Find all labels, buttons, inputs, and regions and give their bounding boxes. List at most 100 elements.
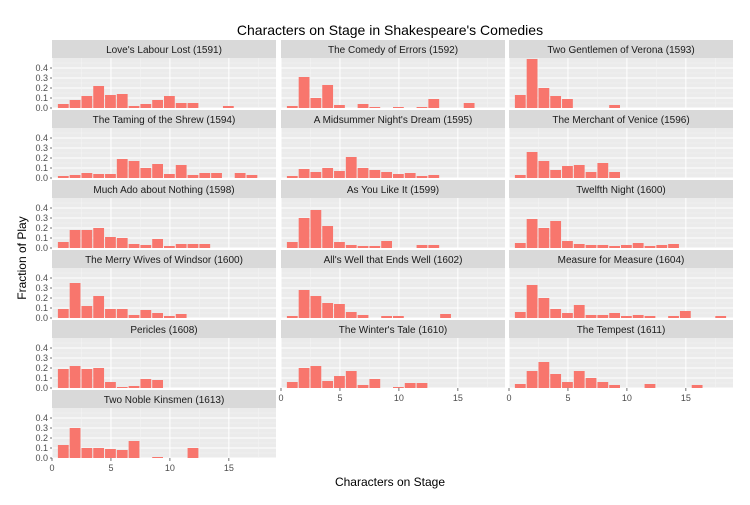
y-tick-label: 0.4 <box>35 413 48 423</box>
histogram-bar <box>597 163 609 178</box>
histogram-bar <box>298 368 310 388</box>
histogram-bar <box>222 106 234 108</box>
histogram-bar <box>298 77 310 108</box>
histogram-bar <box>369 379 381 388</box>
histogram-bar <box>334 376 345 388</box>
histogram-bar <box>585 315 597 318</box>
facet-panel: The Merry Wives of Windsor (1600)0.00.10… <box>35 250 276 323</box>
histogram-bar <box>526 371 538 388</box>
histogram-bar <box>644 316 656 318</box>
histogram-bar <box>609 313 620 318</box>
histogram-bar <box>116 387 128 388</box>
histogram-bar <box>621 245 632 248</box>
facet-strip-label: All's Well that Ends Well (1602) <box>324 255 463 266</box>
x-tick-label: 15 <box>224 463 234 473</box>
histogram-bar <box>116 238 128 248</box>
histogram-bar <box>152 100 163 108</box>
histogram-bar <box>644 246 656 248</box>
histogram-bar <box>357 385 369 388</box>
facet-strip-label: The Merchant of Venice (1596) <box>552 115 689 126</box>
y-tick-label: 0.2 <box>35 363 48 373</box>
facet-panel: As You Like It (1599) <box>280 180 505 249</box>
facet-panel: A Midsummer Night's Dream (1595) <box>280 110 505 179</box>
y-tick-label: 0.3 <box>35 143 48 153</box>
histogram-bar <box>345 371 357 388</box>
histogram-bar <box>550 374 562 388</box>
histogram-bar <box>116 159 128 178</box>
histogram-bar <box>322 381 334 388</box>
y-tick-label: 0.0 <box>35 173 48 183</box>
histogram-bar <box>514 312 526 318</box>
histogram-bar <box>428 245 440 248</box>
histogram-bar <box>310 172 322 178</box>
x-tick-label: 10 <box>394 393 404 403</box>
histogram-bar <box>175 165 187 178</box>
histogram-bar <box>679 311 691 318</box>
facet-panel: Two Gentlemen of Verona (1593) <box>508 40 733 109</box>
histogram-bar <box>310 366 322 388</box>
histogram-bar <box>526 152 538 178</box>
histogram-bar <box>550 96 562 108</box>
y-tick-label: 0.0 <box>35 103 48 113</box>
histogram-bar <box>57 445 69 458</box>
histogram-bar <box>573 244 585 248</box>
facet-strip-label: The Merry Wives of Windsor (1600) <box>85 255 243 266</box>
facet-strip <box>509 40 733 58</box>
y-tick-label: 0.2 <box>35 223 48 233</box>
x-axis-label: Characters on Stage <box>335 475 445 489</box>
histogram-bar <box>128 386 140 388</box>
histogram-bar <box>357 168 369 178</box>
histogram-bar <box>164 316 175 318</box>
facet-panel: Much Ado about Nothing (1598)0.00.10.20.… <box>35 180 276 253</box>
histogram-bar <box>369 107 381 108</box>
histogram-bar <box>621 316 632 318</box>
histogram-bar <box>345 245 357 248</box>
histogram-bar <box>538 362 550 388</box>
histogram-bar <box>597 382 609 388</box>
histogram-bar <box>93 86 105 108</box>
histogram-bar <box>334 171 345 178</box>
x-tick-label: 0 <box>49 463 54 473</box>
facet-panel: The Taming of the Shrew (1594)0.00.10.20… <box>35 110 276 183</box>
histogram-bar <box>81 230 93 248</box>
histogram-bar <box>656 245 668 248</box>
facet-panel: Twelfth Night (1600) <box>508 180 733 249</box>
histogram-bar <box>298 290 310 318</box>
facet-strip-label: As You Like It (1599) <box>347 185 439 196</box>
histogram-bar <box>234 173 246 178</box>
facet-strip-label: Two Gentlemen of Verona (1593) <box>547 45 694 56</box>
histogram-bar <box>562 166 573 178</box>
x-tick-label: 5 <box>337 393 342 403</box>
histogram-bar <box>691 385 703 388</box>
histogram-bar <box>175 244 187 248</box>
histogram-bar <box>597 315 609 318</box>
y-tick-label: 0.2 <box>35 293 48 303</box>
histogram-bar <box>140 379 152 388</box>
facet-strip-label: The Tempest (1611) <box>577 325 666 336</box>
histogram-bar <box>298 169 310 178</box>
histogram-bar <box>116 94 128 108</box>
y-tick-label: 0.0 <box>35 243 48 253</box>
y-tick-label: 0.0 <box>35 313 48 323</box>
facet-strip-label: The Comedy of Errors (1592) <box>328 45 458 56</box>
facet-strip <box>281 320 505 338</box>
facet-strip <box>52 110 276 128</box>
histogram-bar <box>334 242 345 248</box>
histogram-bar <box>609 385 620 388</box>
histogram-bar <box>668 316 679 318</box>
histogram-bar <box>526 285 538 318</box>
y-tick-label: 0.3 <box>35 73 48 83</box>
histogram-bar <box>562 313 573 318</box>
histogram-bar <box>404 383 416 388</box>
y-tick-label: 0.4 <box>35 63 48 73</box>
facet-strip <box>281 110 505 128</box>
histogram-bar <box>69 283 81 318</box>
histogram-bar <box>526 59 538 108</box>
histogram-bar <box>164 174 175 178</box>
facet-panel: The Winter's Tale (1610) 0 5 10 15 <box>278 320 505 403</box>
histogram-bar <box>187 103 199 108</box>
histogram-bar <box>550 221 562 248</box>
histogram-bar <box>57 309 69 318</box>
histogram-bar <box>514 384 526 388</box>
histogram-bar <box>369 170 381 178</box>
